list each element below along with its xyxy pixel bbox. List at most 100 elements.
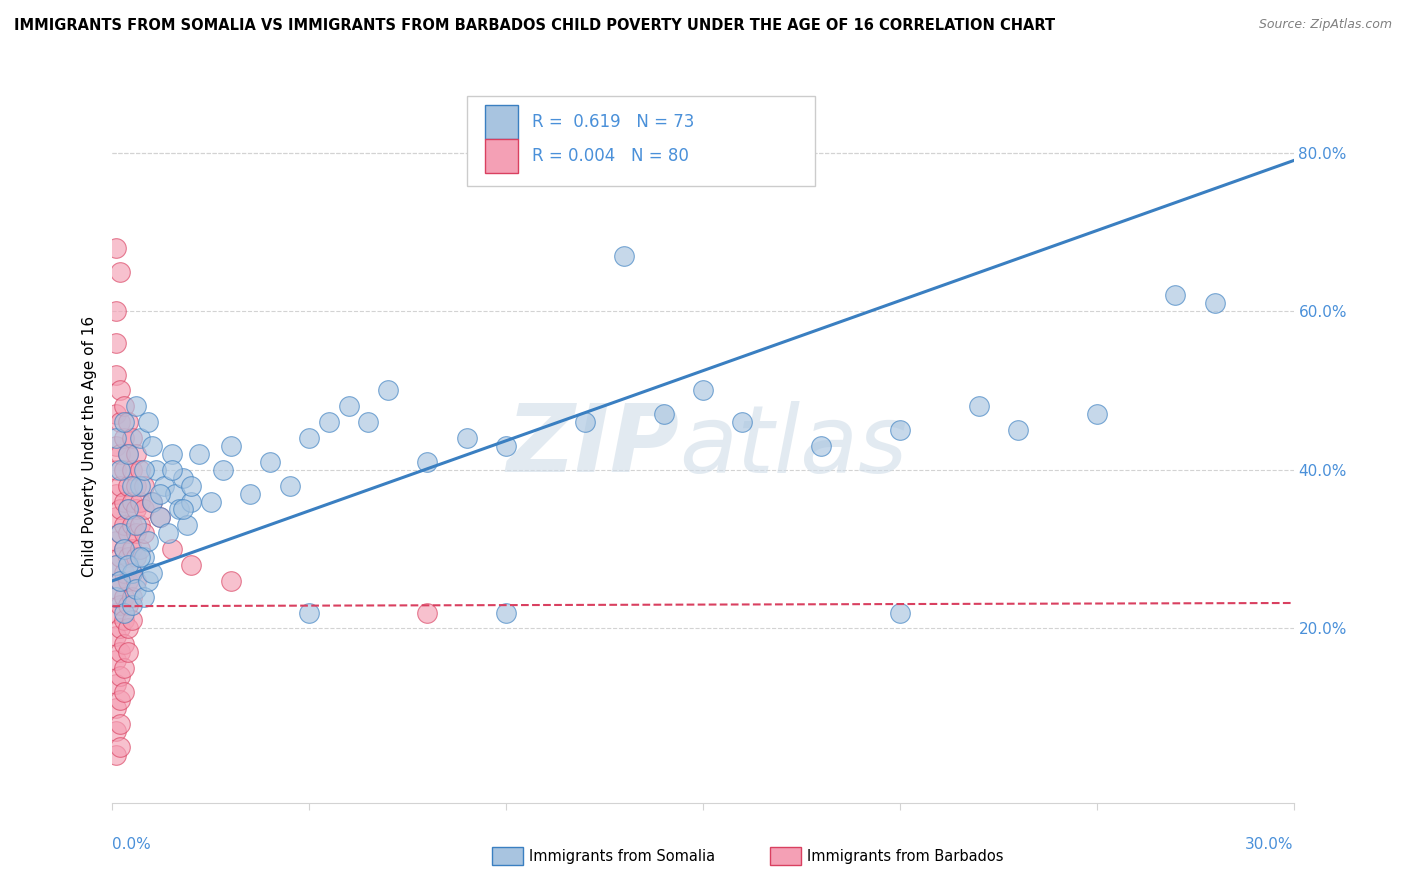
Point: [377, 384, 399, 398]
Point: [121, 566, 143, 580]
Text: ZIP: ZIP: [506, 400, 679, 492]
Point: [121, 614, 143, 628]
Point: [105, 558, 128, 572]
Point: [129, 463, 152, 477]
Point: [259, 455, 281, 469]
Point: [125, 447, 148, 461]
Point: [110, 692, 132, 706]
Point: [121, 463, 143, 477]
Point: [180, 558, 202, 572]
Point: [105, 407, 128, 421]
Point: [121, 494, 143, 508]
Point: [105, 606, 128, 620]
Point: [337, 400, 360, 414]
Point: [105, 724, 128, 739]
Point: [1204, 296, 1226, 310]
Point: [117, 621, 139, 635]
Point: [318, 415, 340, 429]
Point: [495, 606, 517, 620]
Point: [125, 502, 148, 516]
FancyBboxPatch shape: [485, 105, 517, 139]
Point: [112, 606, 135, 620]
Point: [149, 510, 172, 524]
Point: [129, 518, 152, 533]
Point: [121, 478, 143, 492]
Point: [132, 502, 155, 516]
Point: [112, 685, 135, 699]
Point: [125, 574, 148, 588]
Text: Immigrants from Somalia: Immigrants from Somalia: [529, 849, 714, 863]
Point: [125, 526, 148, 541]
Point: [141, 566, 163, 580]
Point: [132, 549, 155, 564]
Point: [110, 621, 132, 635]
Point: [121, 518, 143, 533]
Text: R =  0.619   N = 73: R = 0.619 N = 73: [531, 113, 695, 131]
Point: [110, 478, 132, 492]
Point: [105, 534, 128, 549]
Point: [110, 264, 132, 278]
Text: Source: ZipAtlas.com: Source: ZipAtlas.com: [1258, 18, 1392, 31]
Point: [105, 653, 128, 667]
Point: [117, 478, 139, 492]
Point: [112, 542, 135, 557]
Point: [117, 645, 139, 659]
Point: [1164, 288, 1187, 302]
Point: [105, 748, 128, 763]
Point: [121, 590, 143, 604]
Point: [125, 400, 148, 414]
FancyBboxPatch shape: [467, 96, 815, 186]
Point: [112, 518, 135, 533]
Point: [121, 566, 143, 580]
Point: [112, 566, 135, 580]
Point: [121, 598, 143, 612]
Point: [110, 598, 132, 612]
Point: [110, 384, 132, 398]
Point: [117, 558, 139, 572]
Point: [1007, 423, 1029, 437]
Point: [110, 549, 132, 564]
Point: [112, 637, 135, 651]
Point: [110, 574, 132, 588]
Point: [129, 494, 152, 508]
Point: [121, 542, 143, 557]
Point: [731, 415, 754, 429]
Point: [117, 598, 139, 612]
Point: [112, 400, 135, 414]
Point: [278, 478, 301, 492]
Point: [105, 463, 128, 477]
Point: [110, 574, 132, 588]
Point: [141, 494, 163, 508]
Point: [652, 407, 675, 421]
Point: [110, 740, 132, 755]
Point: [105, 582, 128, 596]
Point: [692, 384, 714, 398]
Point: [105, 510, 128, 524]
Point: [129, 478, 152, 492]
Point: [117, 415, 139, 429]
Point: [149, 486, 172, 500]
Text: 0.0%: 0.0%: [112, 838, 152, 852]
Point: [105, 431, 128, 445]
Point: [180, 478, 202, 492]
Point: [172, 471, 194, 485]
Point: [105, 304, 128, 318]
Point: [169, 502, 191, 516]
Point: [117, 502, 139, 516]
Point: [1085, 407, 1108, 421]
Point: [117, 526, 139, 541]
Point: [495, 439, 517, 453]
Text: R = 0.004   N = 80: R = 0.004 N = 80: [531, 147, 689, 165]
Point: [112, 494, 135, 508]
Point: [219, 574, 242, 588]
Point: [810, 439, 832, 453]
Point: [110, 645, 132, 659]
Point: [112, 614, 135, 628]
Point: [967, 400, 990, 414]
Point: [889, 606, 911, 620]
Text: atlas: atlas: [679, 401, 908, 491]
Point: [156, 526, 179, 541]
Point: [172, 502, 194, 516]
Point: [136, 574, 159, 588]
Point: [105, 439, 128, 453]
